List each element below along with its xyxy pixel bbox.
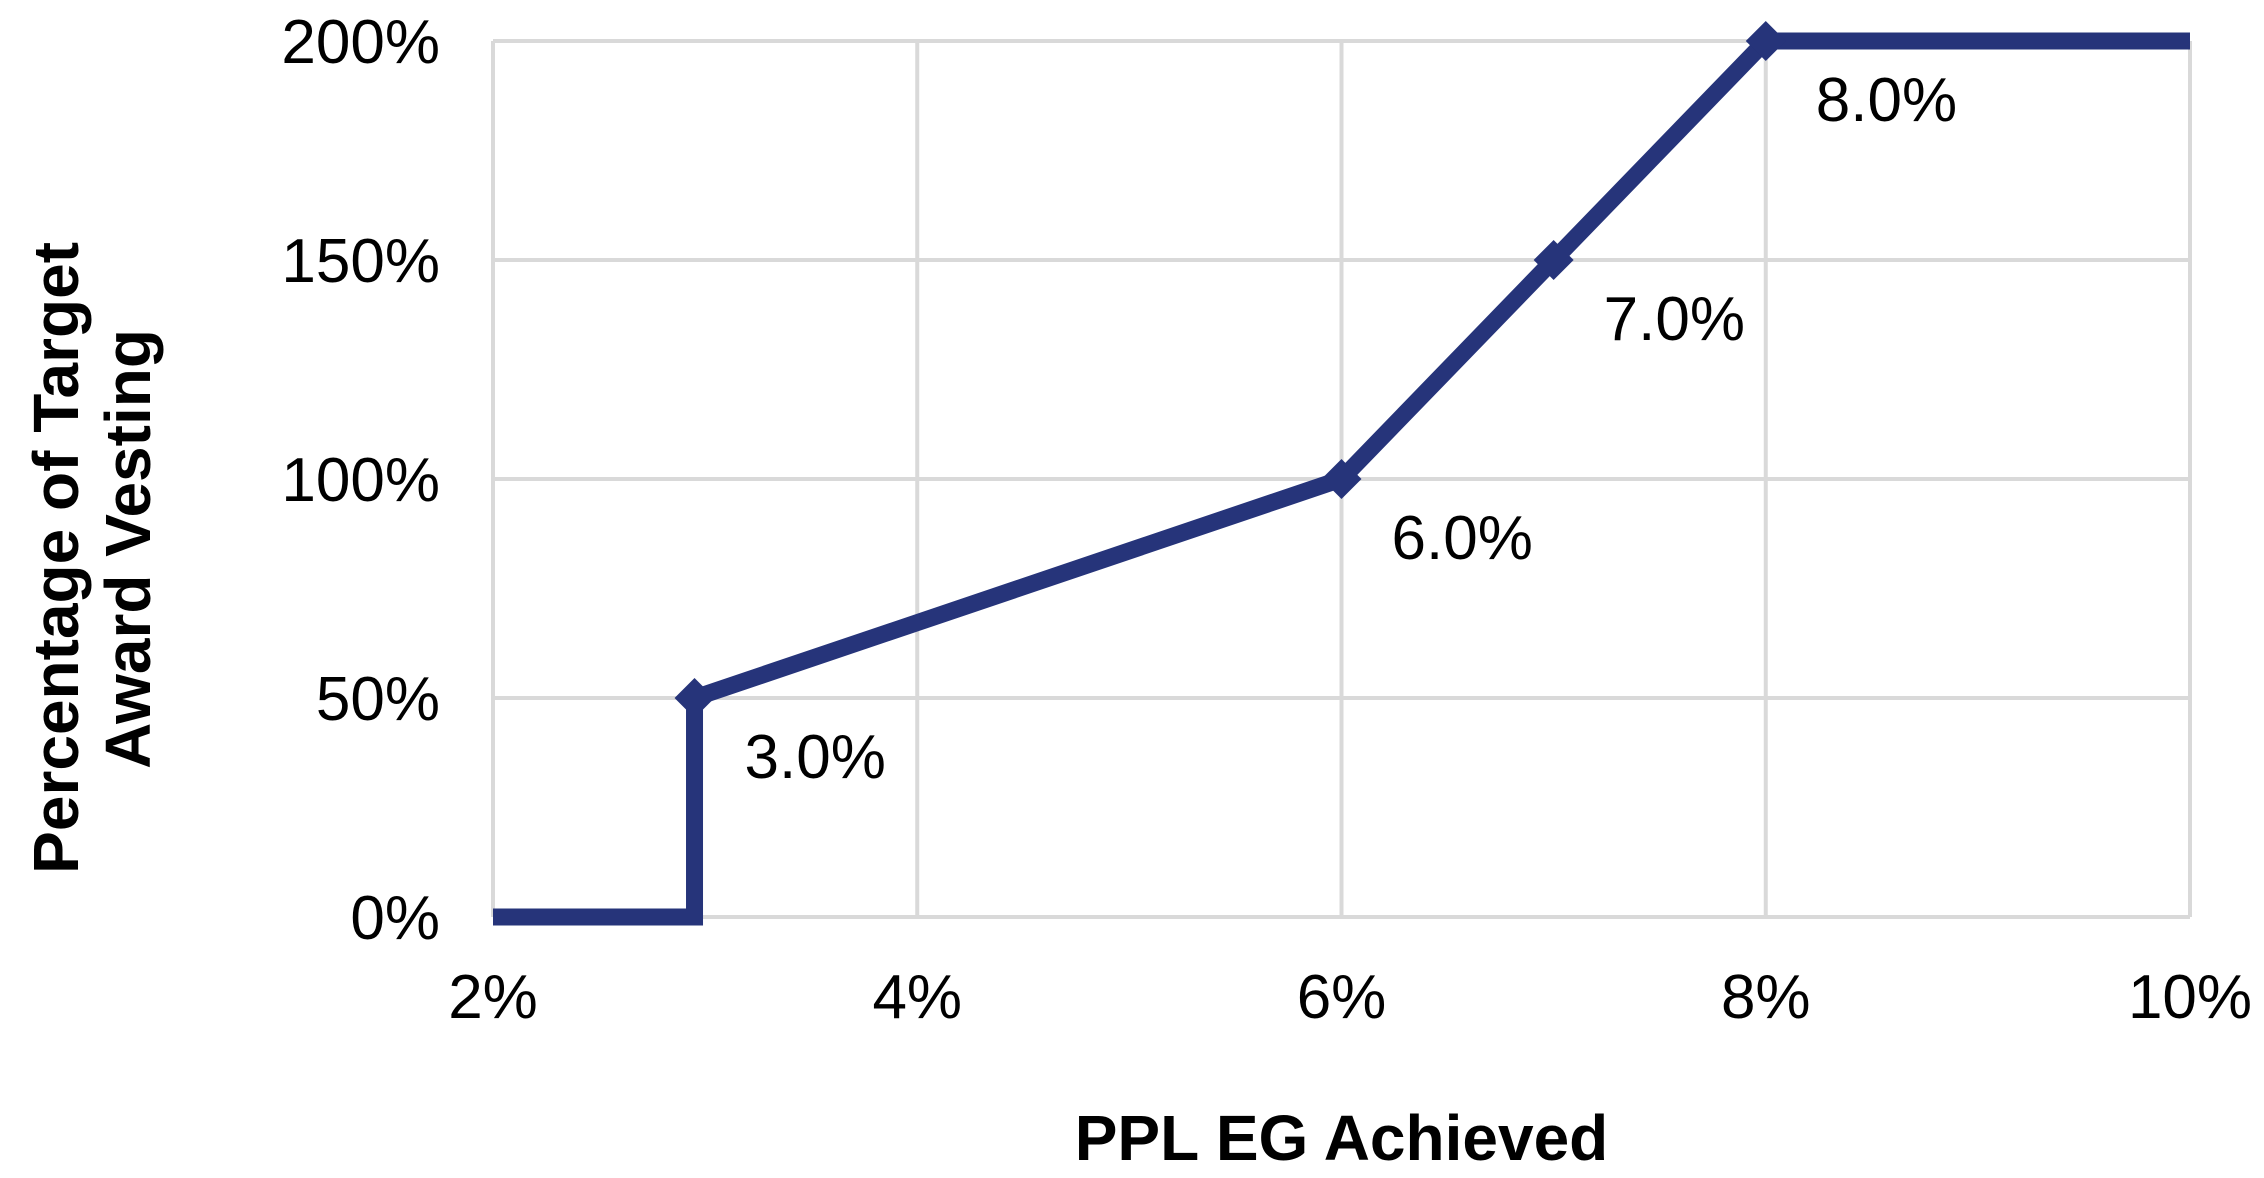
x-tick-label: 6% (1297, 963, 1387, 1032)
data-label: 3.0% (745, 723, 886, 792)
y-tick-label: 200% (281, 8, 440, 77)
data-point-marker (1533, 240, 1574, 280)
x-axis-title: PPL EG Achieved (1075, 1102, 1609, 1174)
data-point-marker (1745, 21, 1786, 61)
data-labels: 3.0% 6.0% 7.0% 8.0% (745, 66, 1958, 792)
data-point-marker (674, 678, 715, 718)
data-label: 6.0% (1392, 504, 1533, 573)
y-axis-title-line-2: Award Vesting (92, 329, 164, 769)
y-axis-title: Percentage of Target Award Vesting (20, 224, 164, 874)
y-tick-label: 100% (281, 446, 440, 515)
x-tick-label: 2% (448, 963, 538, 1032)
data-label: 8.0% (1816, 66, 1957, 135)
y-axis-tick-labels: 0% 50% 100% 150% 200% (281, 8, 440, 953)
data-point-marker (1321, 459, 1362, 499)
marker-layer (674, 21, 1786, 718)
x-axis-tick-labels: 2% 4% 6% 8% 10% (448, 963, 2252, 1032)
y-axis-title-line-1: Percentage of Target (20, 242, 92, 874)
x-tick-label: 4% (872, 963, 962, 1032)
y-tick-label: 150% (281, 227, 440, 296)
x-tick-label: 10% (2128, 963, 2252, 1032)
x-tick-label: 8% (1721, 963, 1811, 1032)
y-tick-label: 50% (316, 665, 440, 734)
data-label: 7.0% (1604, 285, 1745, 354)
y-tick-label: 0% (350, 884, 440, 953)
